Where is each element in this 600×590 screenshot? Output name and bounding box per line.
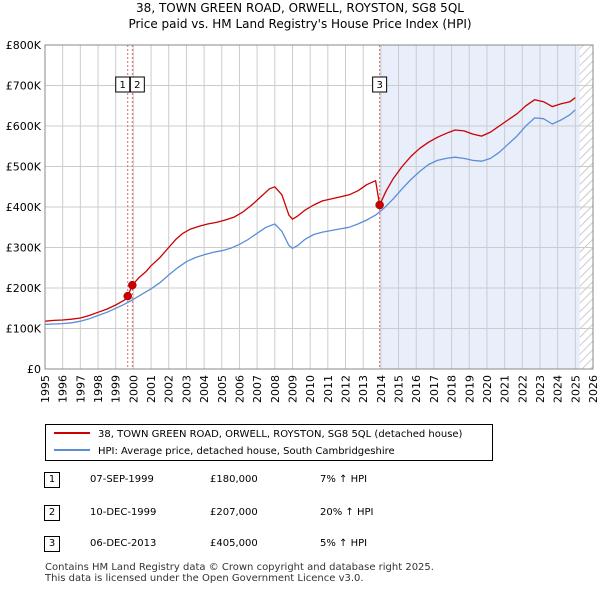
x-tick-label: 2005 [216, 375, 229, 403]
x-tick-label: 2003 [180, 375, 193, 403]
x-tick-label: 2004 [198, 375, 211, 403]
sale-label-box [115, 76, 131, 93]
sale-point [128, 280, 137, 290]
x-tick-label: 2009 [286, 375, 299, 403]
y-tick-label: £500K [6, 161, 42, 174]
sale-label-box [129, 76, 145, 93]
sale-hpi-diff: 5% ↑ HPI [320, 538, 368, 549]
sale-number-badge: 3 [44, 536, 60, 552]
x-tick-label: 2008 [269, 375, 282, 403]
x-tick-label: 2010 [304, 375, 317, 403]
x-tick-label: 2006 [233, 375, 246, 403]
sale-point [375, 200, 384, 210]
x-tick-label: 2021 [499, 375, 512, 403]
sale-date: 07-SEP-1999 [90, 474, 154, 485]
y-tick-label: £100K [6, 323, 42, 336]
x-tick-label: 2007 [251, 375, 264, 403]
sale-date: 10-DEC-1999 [90, 507, 157, 518]
plot-border [44, 44, 594, 370]
x-tick-label: 2026 [587, 375, 600, 403]
x-tick-label: 2013 [357, 375, 370, 403]
x-tick-label: 1996 [57, 375, 70, 403]
x-tick-label: 2012 [340, 375, 353, 403]
sale-label-box [372, 76, 388, 93]
footer-line-2: This data is licensed under the Open Gov… [45, 573, 364, 584]
x-tick-label: 2023 [534, 375, 547, 403]
x-tick-label: 2001 [145, 375, 158, 403]
y-tick-label: £800K [6, 39, 42, 52]
title-line-2: Price paid vs. HM Land Registry's House … [128, 17, 472, 31]
sale-row: 2 10-DEC-1999 £207,000 20% ↑ HPI [0, 503, 600, 523]
y-tick-label: £400K [6, 201, 42, 214]
footer-attribution: Contains HM Land Registry data © Crown c… [45, 562, 434, 584]
x-tick-label: 2022 [516, 375, 529, 403]
y-tick-label: £700K [6, 80, 42, 93]
sale-row: 1 07-SEP-1999 £180,000 7% ↑ HPI [0, 470, 600, 490]
x-tick-label: 2011 [322, 375, 335, 403]
y-tick-label: £600K [6, 120, 42, 133]
sale-label-text: 3 [376, 80, 382, 91]
hpi-line [44, 109, 576, 326]
x-tick-label: 1998 [92, 375, 105, 403]
chart-title: 38, TOWN GREEN ROAD, ORWELL, ROYSTON, SG… [0, 0, 600, 32]
sale-price: £207,000 [210, 507, 258, 518]
chart-legend: 38, TOWN GREEN ROAD, ORWELL, ROYSTON, SG… [45, 424, 493, 461]
x-tick-label: 1995 [39, 375, 52, 403]
legend-item-hpi: HPI: Average price, detached house, Sout… [54, 444, 395, 460]
x-tick-label: 2020 [481, 375, 494, 403]
legend-swatch-hpi [54, 449, 90, 451]
y-tick-label: £0 [27, 363, 41, 376]
title-line-1: 38, TOWN GREEN ROAD, ORWELL, ROYSTON, SG… [136, 1, 464, 15]
sale-number-badge: 2 [44, 505, 60, 521]
sale-hpi-diff: 7% ↑ HPI [320, 474, 368, 485]
sale-date: 06-DEC-2013 [90, 538, 157, 549]
sale-point [123, 291, 132, 301]
x-tick-label: 2025 [569, 375, 582, 403]
x-tick-label: 2018 [446, 375, 459, 403]
x-tick-label: 2000 [127, 375, 140, 403]
sale-row: 3 06-DEC-2013 £405,000 5% ↑ HPI [0, 534, 600, 554]
x-tick-label: 2017 [428, 375, 441, 403]
legend-item-price: 38, TOWN GREEN ROAD, ORWELL, ROYSTON, SG… [54, 427, 462, 443]
y-tick-label: £200K [6, 282, 42, 295]
sale-number-badge: 1 [44, 472, 60, 488]
x-tick-label: 1997 [74, 375, 87, 403]
x-tick-label: 1999 [110, 375, 123, 403]
x-tick-label: 2015 [393, 375, 406, 403]
x-tick-label: 2002 [163, 375, 176, 403]
x-tick-label: 2019 [463, 375, 476, 403]
legend-swatch-price [54, 432, 90, 434]
legend-label-hpi: HPI: Average price, detached house, Sout… [98, 446, 395, 457]
y-tick-label: £300K [6, 242, 42, 255]
x-tick-label: 2016 [410, 375, 423, 403]
legend-label-price: 38, TOWN GREEN ROAD, ORWELL, ROYSTON, SG… [98, 429, 463, 440]
sale-price: £405,000 [210, 538, 258, 549]
sale-price: £180,000 [210, 474, 258, 485]
x-tick-label: 2024 [552, 375, 565, 403]
x-tick-label: 2014 [375, 375, 388, 403]
sale-hpi-diff: 20% ↑ HPI [320, 507, 374, 518]
sale-label-text: 2 [134, 80, 140, 91]
footer-line-1: Contains HM Land Registry data © Crown c… [45, 562, 434, 573]
sale-label-text: 1 [120, 80, 126, 91]
